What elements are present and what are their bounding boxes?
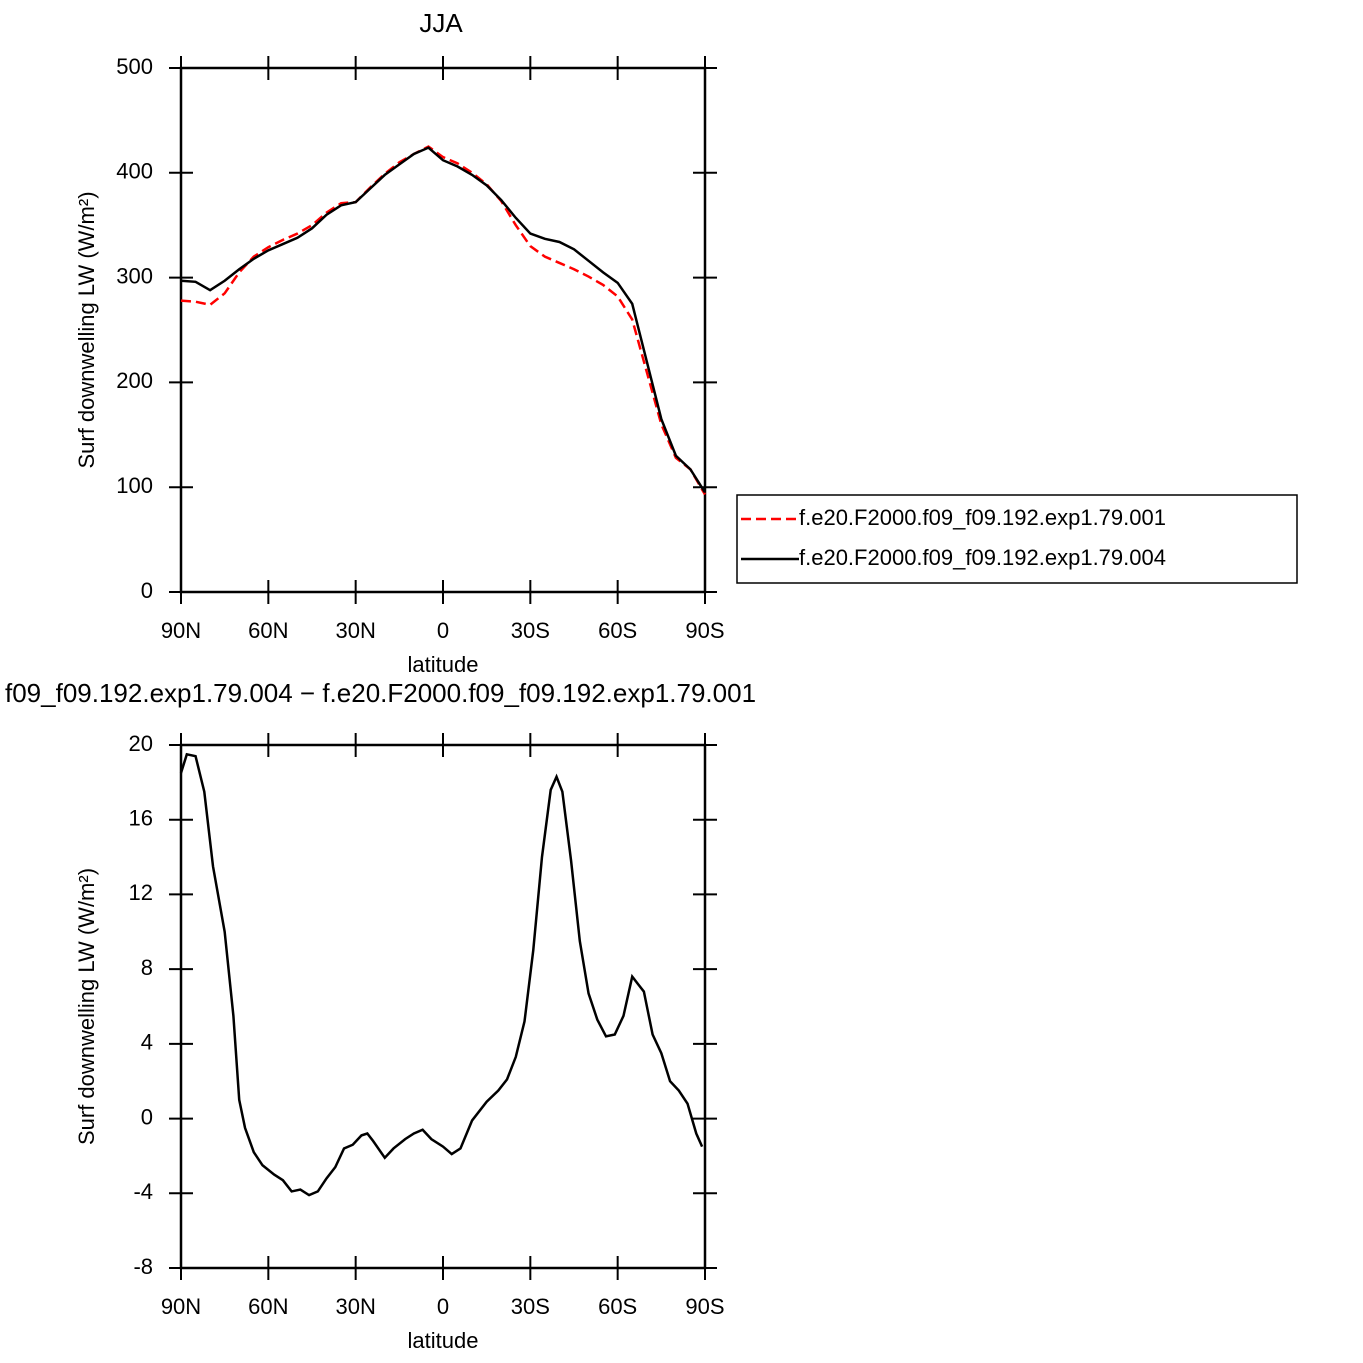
x-tick-label: 60S	[598, 1294, 637, 1319]
x-tick-label: 90N	[161, 1294, 201, 1319]
data-line	[179, 752, 704, 1197]
x-tick-label: 60N	[248, 1294, 288, 1319]
x-tick-label: 0	[437, 1294, 449, 1319]
y-tick-label: 16	[129, 806, 153, 831]
y-tick-label: 8	[141, 955, 153, 980]
x-tick-label: 30N	[335, 618, 375, 643]
x-tick-label: 90S	[685, 1294, 724, 1319]
x-tick-label: 30N	[335, 1294, 375, 1319]
y-tick-label: 4	[141, 1030, 153, 1055]
y-tick-label: 400	[116, 159, 153, 184]
plot-frame	[179, 66, 707, 594]
x-axis-label: latitude	[408, 652, 479, 677]
x-tick-label: 90N	[161, 618, 201, 643]
y-tick-label: 200	[116, 368, 153, 393]
y-tick-label: 500	[116, 54, 153, 79]
x-tick-label: 30S	[511, 618, 550, 643]
y-tick-label: 300	[116, 263, 153, 288]
x-tick-label: 30S	[511, 1294, 550, 1319]
data-line	[180, 145, 707, 496]
legend-label: f.e20.F2000.f09_f09.192.exp1.79.001	[799, 505, 1166, 530]
x-tick-label: 60S	[598, 618, 637, 643]
x-axis-label: latitude	[408, 1328, 479, 1353]
y-tick-label: -4	[133, 1179, 153, 1204]
chart-title: JJA	[419, 8, 463, 38]
y-tick-label: 12	[129, 880, 153, 905]
y-axis-label: Surf downwelling LW (W/m²)	[74, 868, 99, 1145]
x-tick-label: 90S	[685, 618, 724, 643]
y-tick-label: -8	[133, 1254, 153, 1279]
x-tick-label: 60N	[248, 618, 288, 643]
x-tick-label: 0	[437, 618, 449, 643]
legend-box	[736, 494, 1298, 584]
y-tick-label: 0	[141, 1104, 153, 1129]
y-tick-label: 0	[141, 578, 153, 603]
legend-label: f.e20.F2000.f09_f09.192.exp1.79.004	[799, 545, 1166, 570]
y-tick-label: 100	[116, 473, 153, 498]
y-tick-label: 20	[129, 731, 153, 756]
data-line	[180, 146, 707, 494]
chart-title: f09_f09.192.exp1.79.004 − f.e20.F2000.f0…	[5, 678, 756, 708]
y-axis-label: Surf downwelling LW (W/m²)	[74, 191, 99, 468]
